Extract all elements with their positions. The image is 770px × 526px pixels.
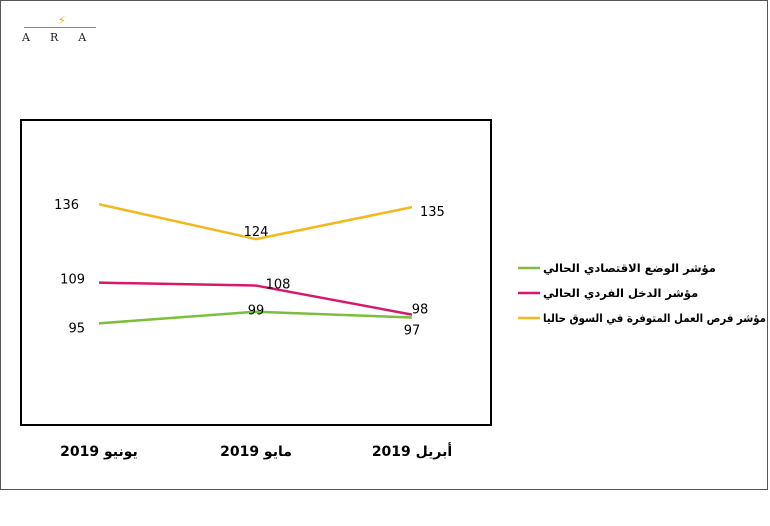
x-tick-label: يونيو 2019 <box>60 444 138 460</box>
data-label: 109 <box>60 273 85 288</box>
series-layer <box>98 203 413 325</box>
data-label: 124 <box>244 225 269 240</box>
x-tick-label: أبريل 2019 <box>372 442 452 460</box>
data-label: 99 <box>248 304 265 319</box>
legend-label: مؤشر الوضع الاقتصادي الحالي <box>543 261 716 276</box>
legend-label: مؤشر الدخل الفردي الحالي <box>543 286 698 301</box>
plot-area-border <box>20 119 492 426</box>
x-tick-label: مايو 2019 <box>220 444 292 460</box>
data-label: 97 <box>404 324 421 339</box>
chart-frame <box>0 0 768 490</box>
logo-divider <box>24 27 96 28</box>
series-line-3 <box>98 203 413 241</box>
data-label: 98 <box>412 303 429 318</box>
data-label-layer: 97 99 95 98 108 109 135 124 136 <box>54 198 445 338</box>
series-line-1 <box>98 310 413 325</box>
legend-label: مؤشر فرص العمل المتوفرة في السوق حاليا <box>543 311 766 326</box>
legend: مؤشر الوضع الاقتصادي الحالي مؤشر الدخل ال… <box>518 261 766 326</box>
logo-text: ARA <box>22 31 107 44</box>
data-label: 135 <box>420 205 445 220</box>
series-line-2 <box>98 281 413 316</box>
data-label: 95 <box>68 321 85 336</box>
x-axis-ticks: أبريل 2019 مايو 2019 يونيو 2019 <box>60 442 452 460</box>
lightning-bolt-icon: ⚡ <box>58 14 66 27</box>
data-label: 108 <box>266 278 291 293</box>
data-label: 136 <box>54 198 79 213</box>
